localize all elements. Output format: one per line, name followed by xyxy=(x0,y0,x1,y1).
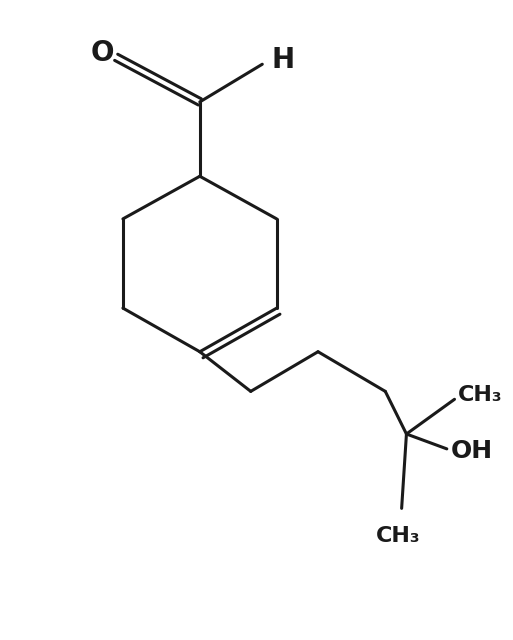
Text: CH₃: CH₃ xyxy=(376,526,420,546)
Text: OH: OH xyxy=(450,439,493,463)
Text: O: O xyxy=(91,39,114,67)
Text: H: H xyxy=(272,46,295,74)
Text: CH₃: CH₃ xyxy=(458,385,503,405)
